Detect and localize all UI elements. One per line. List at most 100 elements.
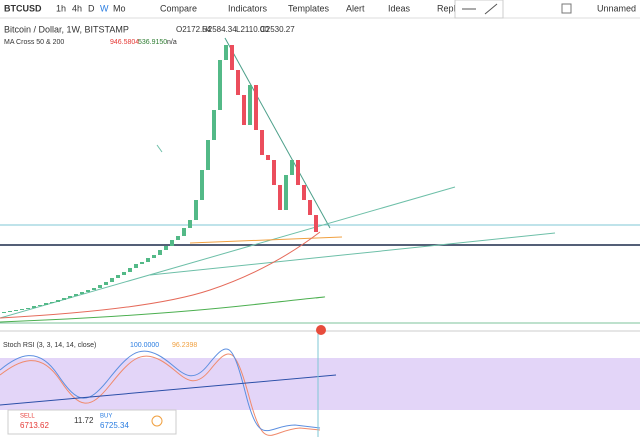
candle (50, 302, 54, 303)
candle (116, 275, 120, 278)
candle (212, 110, 216, 140)
candle (92, 288, 96, 290)
candle (218, 60, 222, 110)
candle (284, 175, 288, 210)
candle (224, 45, 228, 60)
candle (290, 160, 294, 175)
ohlc: C2530.27 (260, 25, 295, 34)
series-title: Bitcoin / Dollar, 1W, BITSTAMP (4, 24, 129, 34)
candles (2, 45, 318, 313)
candle (104, 282, 108, 285)
interval[interactable]: 1h (56, 3, 66, 13)
interval[interactable]: D (88, 3, 95, 13)
stoch-line (0, 348, 321, 432)
candle (134, 264, 138, 268)
candle (62, 298, 66, 300)
candle (128, 268, 132, 272)
candle (80, 292, 84, 294)
candle (236, 70, 240, 95)
candle (302, 185, 306, 200)
candle (230, 45, 234, 70)
buy-label[interactable]: BUY (100, 414, 112, 420)
trend-line (156, 144, 163, 153)
templates-button[interactable]: Templates (288, 3, 330, 13)
candle (68, 296, 72, 298)
settings-icon[interactable] (151, 415, 163, 427)
candle (56, 300, 60, 302)
candle (266, 155, 270, 160)
candle (158, 250, 162, 255)
tool-icon (484, 3, 498, 15)
buy-price[interactable]: 6725.34 (100, 421, 129, 430)
indicator-value: 946.5804 (110, 39, 139, 46)
trend-line (0, 186, 456, 319)
candle (176, 236, 180, 240)
candle (188, 220, 192, 228)
drawing-tools[interactable] (454, 0, 504, 19)
indicator-value: n/a (167, 39, 177, 46)
ohlc: O2172.54 (176, 25, 212, 34)
candle (152, 255, 156, 258)
sell-label[interactable]: SELL (20, 414, 35, 420)
spread: 11.72 (74, 416, 94, 425)
candle (32, 306, 36, 308)
stoch-title: Stoch RSI (3, 3, 14, 14, close) (3, 342, 96, 349)
checkbox[interactable] (561, 3, 572, 14)
replay-button[interactable]: Repl (437, 3, 456, 13)
ma-line (0, 231, 321, 319)
candle (74, 294, 78, 296)
candle (8, 311, 12, 312)
alert-button[interactable]: Alert (346, 3, 365, 13)
symbol[interactable]: BTCUSD (4, 3, 42, 13)
candle (260, 130, 264, 155)
candle (278, 185, 282, 210)
trend-line (189, 236, 343, 244)
ma-line (0, 296, 326, 323)
trend-line (224, 37, 331, 229)
candle (86, 290, 90, 292)
candle (98, 285, 102, 288)
candle (248, 85, 252, 125)
indicator-name: MA Cross 50 & 200 (4, 39, 64, 46)
candle (110, 278, 114, 282)
stoch-line (0, 353, 321, 436)
candle (272, 160, 276, 185)
candle (26, 308, 30, 309)
layout-name[interactable]: Unnamed (597, 3, 636, 13)
stoch-value: 100.0000 (130, 342, 159, 349)
indicators-button[interactable]: Indicators (228, 3, 268, 13)
ideas-button[interactable]: Ideas (388, 3, 411, 13)
candle (20, 309, 24, 310)
event-marker[interactable] (316, 325, 326, 335)
candle (122, 272, 126, 275)
candle (146, 258, 150, 262)
candle (164, 246, 168, 250)
candle (242, 95, 246, 125)
trend-line (0, 374, 337, 406)
indicator-value: 536.9150 (138, 39, 167, 46)
candle (200, 170, 204, 200)
stoch-band (0, 358, 640, 410)
trend-line (149, 232, 556, 276)
interval[interactable]: Mo (113, 3, 126, 13)
interval[interactable]: 4h (72, 3, 82, 13)
candle (182, 228, 186, 236)
candle (44, 303, 48, 305)
candle (170, 240, 174, 246)
candle (194, 200, 198, 220)
candle (2, 312, 6, 313)
stoch-value: 96.2398 (172, 342, 197, 349)
candle (140, 262, 144, 264)
candle (38, 305, 42, 306)
ohlc: L2110.00 (236, 25, 269, 34)
candle (14, 310, 18, 311)
trade-panel (7, 409, 177, 435)
sell-price[interactable]: 6713.62 (20, 421, 49, 430)
candle (254, 85, 258, 130)
candle (206, 140, 210, 170)
interval[interactable]: W (100, 3, 109, 13)
compare-button[interactable]: Compare (160, 3, 197, 13)
candle (296, 160, 300, 185)
